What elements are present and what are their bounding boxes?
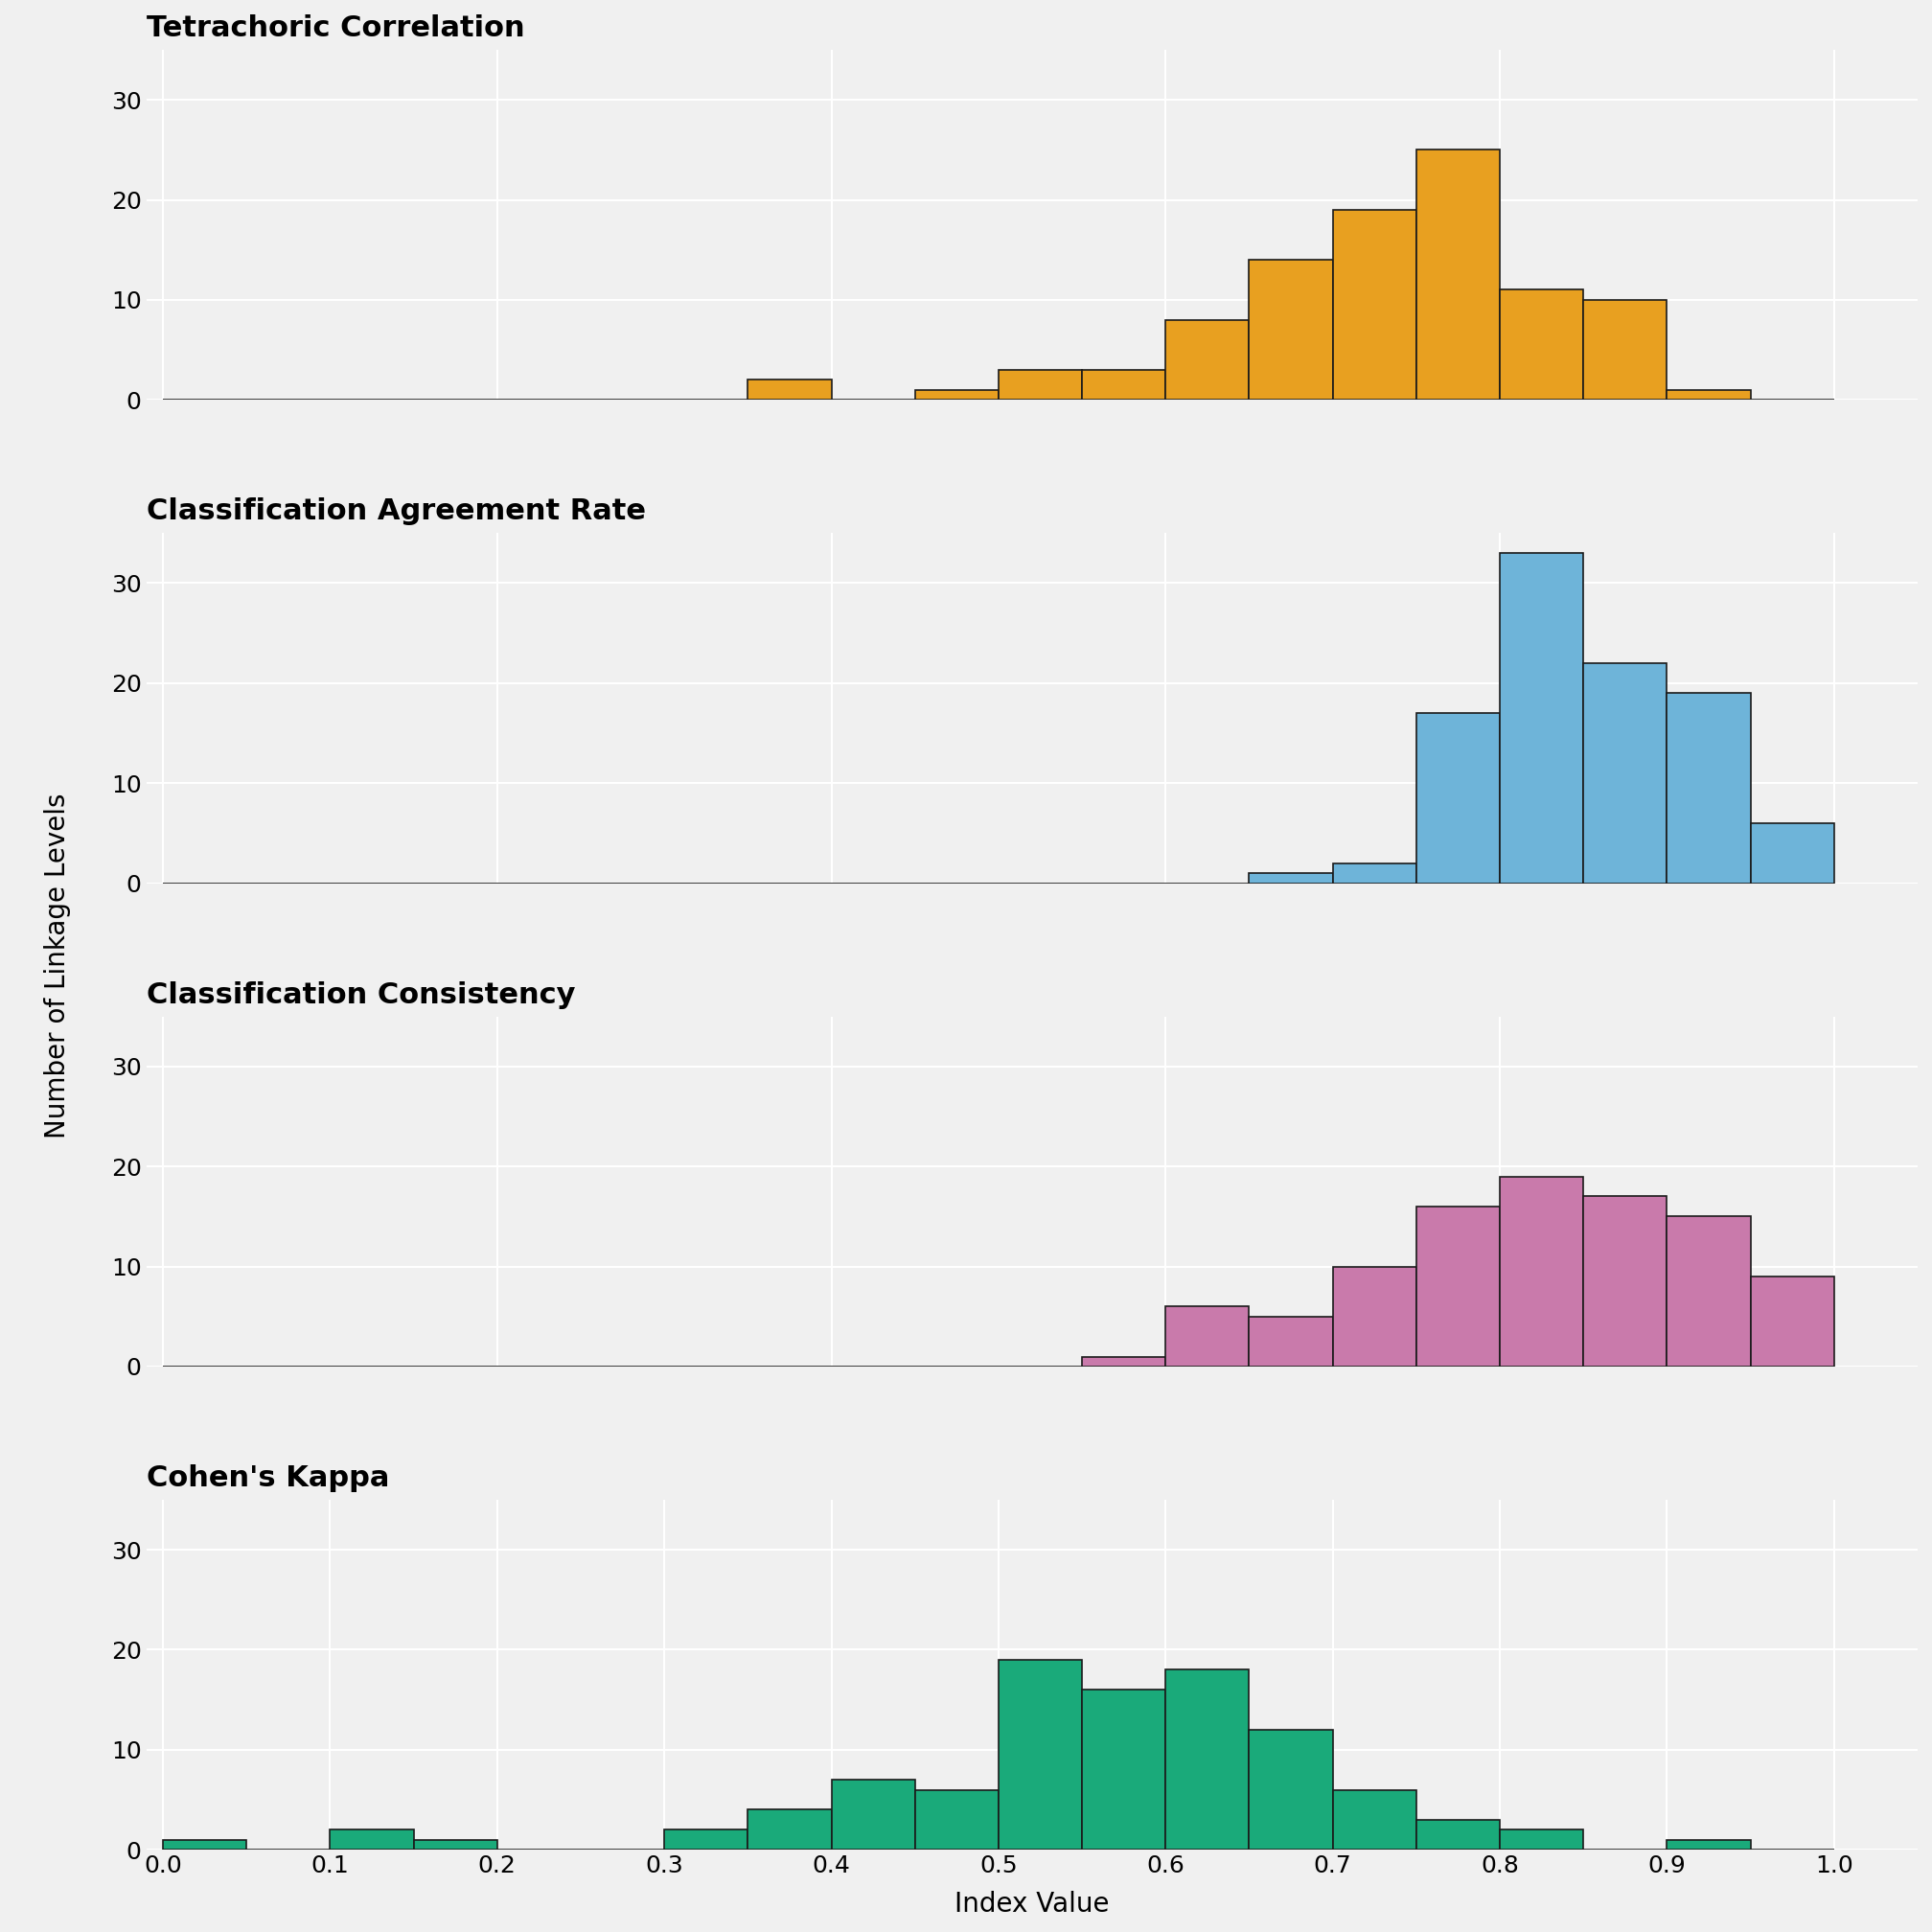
Bar (1082, 369, 1165, 400)
Bar (665, 1830, 748, 1849)
Bar (1499, 290, 1584, 400)
Bar (916, 390, 999, 400)
Bar (1082, 1356, 1165, 1366)
Bar (1667, 1839, 1750, 1849)
Bar (748, 381, 831, 400)
Bar (1499, 1177, 1584, 1366)
Bar (1584, 1196, 1667, 1366)
Bar (1165, 321, 1250, 400)
Bar (1333, 1267, 1416, 1366)
Bar (1250, 1316, 1333, 1366)
Bar (1416, 151, 1499, 400)
X-axis label: Index Value: Index Value (954, 1891, 1109, 1918)
Bar (1667, 694, 1750, 883)
Bar (1165, 1669, 1250, 1849)
Bar (1250, 1729, 1333, 1849)
Bar (330, 1830, 413, 1849)
Bar (1082, 1690, 1165, 1849)
Bar (1250, 873, 1333, 883)
Bar (748, 1810, 831, 1849)
Text: Cohen's Kappa: Cohen's Kappa (147, 1464, 388, 1492)
Bar (999, 1660, 1082, 1849)
Bar (1333, 211, 1416, 400)
Bar (1499, 553, 1584, 883)
Bar (999, 369, 1082, 400)
Text: Classification Agreement Rate: Classification Agreement Rate (147, 498, 645, 526)
Bar (1750, 823, 1833, 883)
Bar (413, 1839, 497, 1849)
Bar (1499, 1830, 1584, 1849)
Bar (1584, 663, 1667, 883)
Bar (1333, 1789, 1416, 1849)
Bar (1667, 1217, 1750, 1366)
Text: Classification Consistency: Classification Consistency (147, 981, 576, 1009)
Bar (1416, 1820, 1499, 1849)
Text: Tetrachoric Correlation: Tetrachoric Correlation (147, 14, 524, 43)
Text: Number of Linkage Levels: Number of Linkage Levels (44, 794, 71, 1138)
Bar (1584, 299, 1667, 400)
Bar (1165, 1306, 1250, 1366)
Bar (1333, 864, 1416, 883)
Bar (1250, 261, 1333, 400)
Bar (916, 1789, 999, 1849)
Bar (1416, 713, 1499, 883)
Bar (1667, 390, 1750, 400)
Bar (1750, 1277, 1833, 1366)
Bar (831, 1779, 916, 1849)
Bar (1416, 1206, 1499, 1366)
Bar (162, 1839, 247, 1849)
